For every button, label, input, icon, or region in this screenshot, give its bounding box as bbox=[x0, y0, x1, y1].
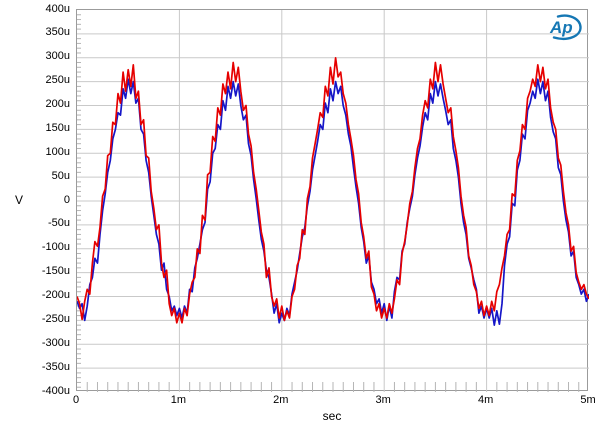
waveform-plot bbox=[77, 10, 589, 392]
y-tick-label: -150u bbox=[41, 265, 70, 278]
x-axis-unit-label: sec bbox=[322, 409, 342, 423]
y-tick-label: 200u bbox=[45, 98, 70, 110]
y-tick-label: -400u bbox=[41, 384, 70, 397]
y-tick-label: 250u bbox=[45, 74, 70, 87]
y-tick-label: -50u bbox=[47, 217, 70, 230]
y-tick-label: -100u bbox=[41, 241, 70, 254]
x-tick-label: 4m bbox=[477, 394, 494, 406]
x-tick-label: 0 bbox=[72, 394, 80, 406]
x-tick-label: 2m bbox=[273, 394, 289, 406]
y-tick-label: 150u bbox=[45, 121, 70, 134]
x-tick-label: 3m bbox=[375, 394, 391, 406]
x-tick-label: 1m bbox=[170, 394, 187, 406]
ap-logo-icon: Ap bbox=[549, 14, 582, 41]
x-tick-label: 5m bbox=[580, 394, 596, 406]
y-tick-label: 0 bbox=[63, 193, 70, 206]
ap-logo: Ap bbox=[542, 12, 584, 42]
y-tick-label: -350u bbox=[41, 360, 70, 373]
y-tick-label: 350u bbox=[45, 26, 70, 39]
y-tick-label: -300u bbox=[41, 336, 70, 349]
y-tick-label: 400u bbox=[45, 2, 70, 15]
plot-area: Ap bbox=[76, 9, 589, 392]
red-trace bbox=[77, 56, 589, 324]
y-tick-label: 300u bbox=[45, 50, 70, 63]
ap-logo-text: Ap bbox=[549, 18, 573, 37]
y-tick-label: -250u bbox=[41, 312, 70, 325]
y-axis-unit-label: V bbox=[14, 193, 23, 207]
y-tick-label: 50u bbox=[51, 169, 70, 182]
y-tick-label: -200u bbox=[41, 289, 70, 301]
y-tick-label: 100u bbox=[45, 145, 70, 158]
